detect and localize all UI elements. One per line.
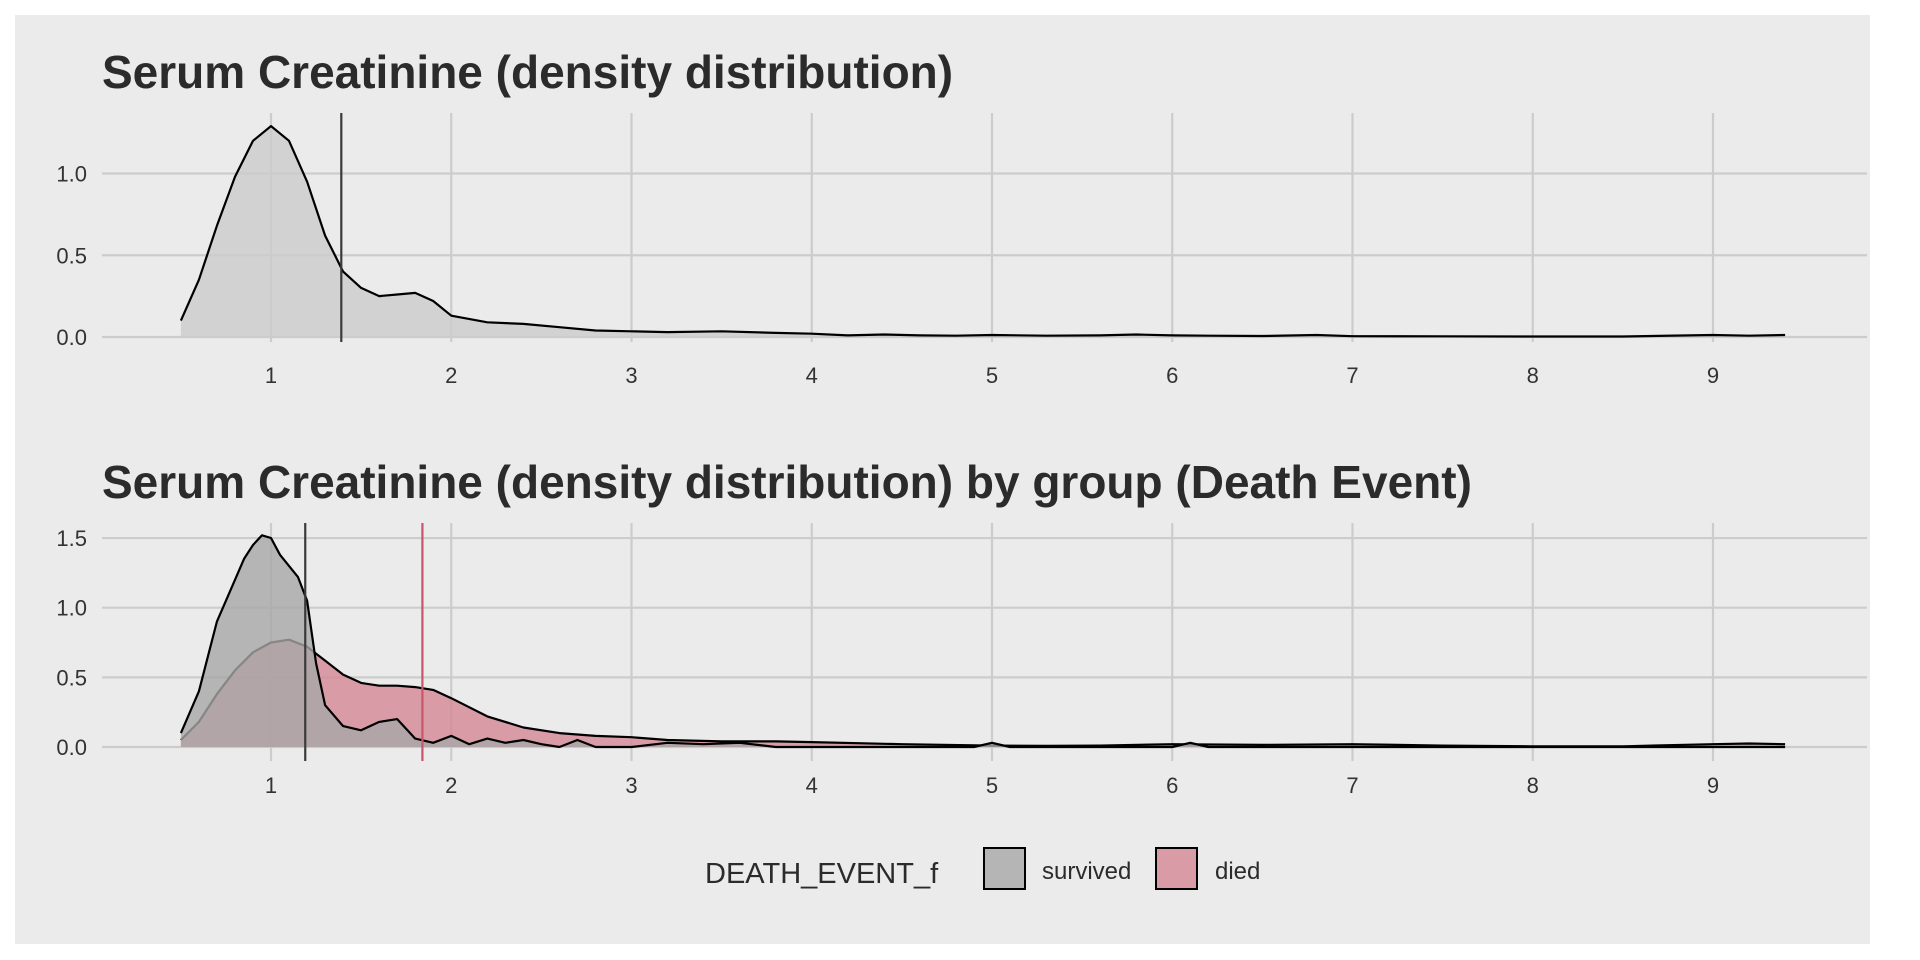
- y-tick-label: 0.0: [56, 735, 87, 760]
- x-tick-label: 1: [265, 773, 277, 798]
- x-tick-label: 6: [1166, 363, 1178, 388]
- x-tick-label: 6: [1166, 773, 1178, 798]
- x-tick-label: 4: [806, 773, 818, 798]
- x-tick-label: 2: [445, 773, 457, 798]
- panel-1-x-axis: 1 2 3 4 5 6 7 8 9: [265, 363, 1719, 388]
- legend-title: DEATH_EVENT_f: [705, 858, 939, 890]
- legend: DEATH_EVENT_f survived died: [705, 847, 1260, 890]
- x-tick-label: 8: [1527, 363, 1539, 388]
- y-tick-label: 1.0: [56, 162, 87, 187]
- panel-2-title: Serum Creatinine (density distribution) …: [102, 456, 1472, 508]
- legend-swatch-survived: [983, 847, 1026, 890]
- y-tick-label: 0.5: [56, 243, 87, 268]
- x-tick-label: 4: [806, 363, 818, 388]
- x-tick-label: 5: [986, 773, 998, 798]
- x-tick-label: 3: [625, 773, 637, 798]
- density-area-survived: [180, 535, 1786, 747]
- density-area: [180, 126, 1786, 337]
- density-line-survived: [179, 534, 1786, 749]
- x-tick-label: 9: [1707, 363, 1719, 388]
- panel-1-title: Serum Creatinine (density distribution): [102, 46, 953, 98]
- panel-2-reference-lines: [304, 523, 424, 761]
- x-tick-label: 8: [1527, 773, 1539, 798]
- y-tick-label: 0.0: [56, 325, 87, 350]
- legend-swatch-died: [1155, 847, 1198, 890]
- y-tick-label: 1.5: [56, 526, 87, 551]
- legend-label-survived: survived: [1042, 858, 1131, 885]
- density-chart: Serum Creatinine (density distribution) …: [56, 46, 1867, 890]
- panel-2-series: [179, 534, 1786, 749]
- panel-2-y-axis: 0.0 0.5 1.0 1.5: [56, 526, 87, 760]
- x-tick-label: 7: [1346, 773, 1358, 798]
- x-tick-label: 9: [1707, 773, 1719, 798]
- y-tick-label: 0.5: [56, 665, 87, 690]
- x-tick-label: 7: [1346, 363, 1358, 388]
- x-tick-label: 5: [986, 363, 998, 388]
- x-tick-label: 1: [265, 363, 277, 388]
- density-line: [179, 125, 1786, 338]
- panel-2-x-axis: 1 2 3 4 5 6 7 8 9: [265, 773, 1719, 798]
- x-tick-label: 2: [445, 363, 457, 388]
- x-tick-label: 3: [625, 363, 637, 388]
- y-tick-label: 1.0: [56, 596, 87, 621]
- panel-1-series: [179, 125, 1786, 338]
- legend-label-died: died: [1215, 858, 1260, 885]
- plot-background: Serum Creatinine (density distribution) …: [15, 15, 1870, 944]
- panel-1-y-axis: 0.0 0.5 1.0: [56, 162, 87, 351]
